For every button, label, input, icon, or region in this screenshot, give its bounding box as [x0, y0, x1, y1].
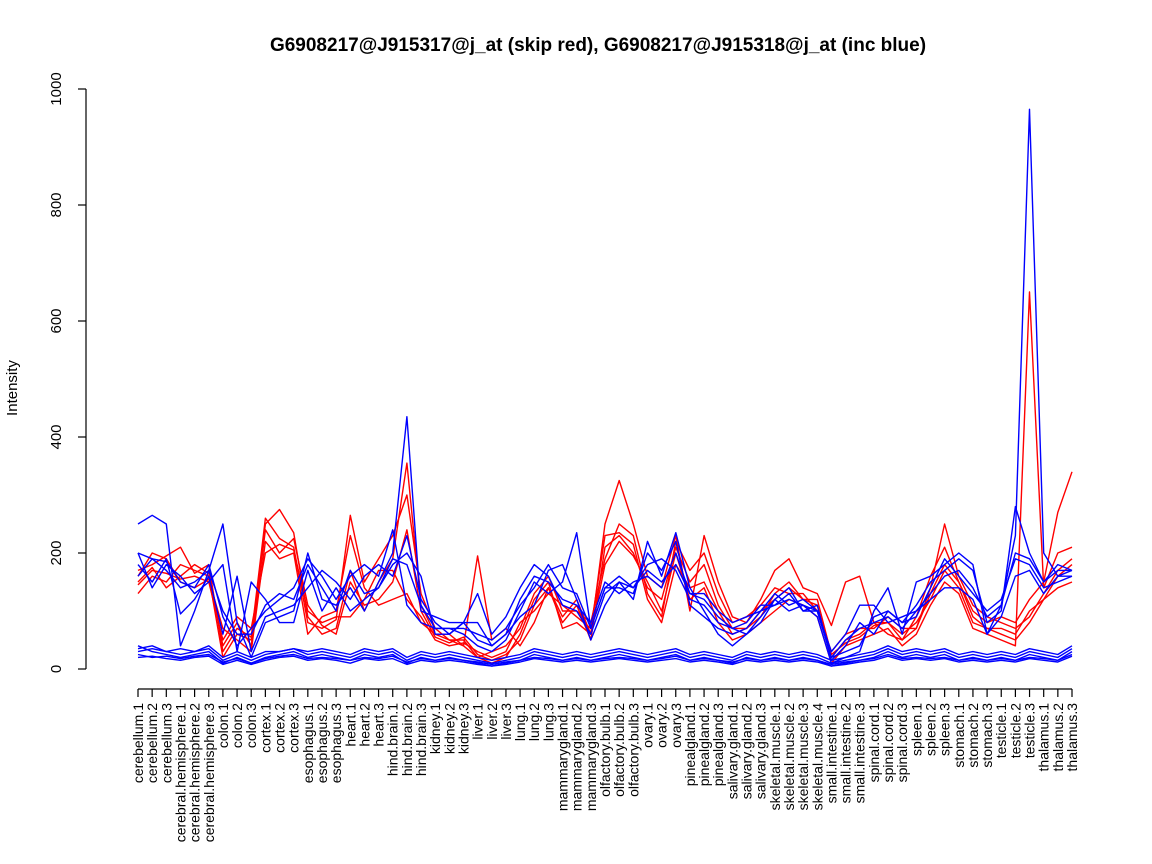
x-tick-label: heart.1: [342, 703, 358, 747]
x-tick-label: ovary.3: [668, 703, 684, 748]
x-tick-label: hind.brain.3: [413, 703, 429, 776]
x-tick-label: liver.2: [484, 703, 500, 740]
x-tick-label: ovary.1: [639, 703, 655, 748]
y-tick-label: 800: [48, 192, 65, 217]
y-tick-label: 200: [48, 540, 65, 565]
x-tick-label: mammarygland.2: [569, 703, 585, 811]
x-tick-label: thalamus.1: [1036, 703, 1052, 772]
y-tick-label: 1000: [48, 72, 65, 105]
skip-red-series-line: [137, 529, 1073, 661]
x-tick-label: testicle.3: [1022, 703, 1038, 758]
x-tick-label: stomach.1: [951, 703, 967, 768]
x-tick-label: testicle.2: [1007, 703, 1023, 758]
x-tick-label: cerebellum.2: [144, 703, 160, 783]
x-tick-label: spinal.cord.2: [880, 703, 896, 783]
x-tick-label: ovary.2: [654, 703, 670, 748]
x-tick-label: testicle.1: [993, 703, 1009, 758]
x-tick-label: colon.3: [243, 703, 259, 748]
x-tick-label: esophagus.1: [300, 703, 316, 783]
x-tick-label: salivary.gland.1: [724, 703, 740, 799]
x-tick-label: salivary.gland.2: [739, 703, 755, 799]
x-tick-label: kidney.2: [441, 703, 457, 754]
inc-blue-series-line: [137, 645, 1073, 661]
y-tick-label: 400: [48, 424, 65, 449]
x-tick-label: salivary.gland.3: [753, 703, 769, 799]
x-tick-label: small.intestine.2: [838, 703, 854, 804]
x-tick-label: spinal.cord.3: [894, 703, 910, 783]
series-layer: [137, 108, 1073, 667]
x-tick-label: heart.3: [371, 703, 387, 747]
x-tick-label: spleen.1: [908, 703, 924, 756]
x-tick-label: lung.2: [526, 703, 542, 741]
inc-blue-series-line: [137, 108, 1073, 664]
skip-red-series-line: [137, 291, 1073, 664]
x-tick-label: spleen.2: [922, 703, 938, 756]
x-tick-label: cerebral.hemisphere.2: [187, 703, 203, 843]
inc-blue-series-line: [137, 552, 1072, 659]
x-tick-label: esophagus.2: [314, 703, 330, 783]
x-tick-label: lung.3: [540, 703, 556, 741]
chart-title: G6908217@J915317@j_at (skip red), G69082…: [270, 35, 926, 56]
x-tick-label: colon.2: [229, 703, 245, 748]
x-tick-label: esophagus.3: [328, 703, 344, 783]
y-tick-label: 600: [48, 308, 65, 333]
inc-blue-series-line: [137, 534, 1073, 661]
x-tick-label: mammarygland.3: [583, 703, 599, 811]
x-tick-label: olfactory.bulb.3: [625, 703, 641, 797]
y-axis: 0 200 400 600 800 1000: [48, 72, 87, 673]
x-tick-label: liver.3: [498, 703, 514, 740]
x-tick-label: skeletal.muscle.4: [809, 703, 825, 811]
x-tick-label: thalamus.3: [1064, 703, 1080, 772]
skip-red-series-line: [137, 494, 1073, 659]
inc-blue-series-line: [137, 653, 1073, 666]
x-tick-label: skeletal.muscle.2: [781, 703, 797, 811]
x-tick-label: olfactory.bulb.2: [611, 703, 627, 797]
x-tick-label: small.intestine.3: [852, 703, 868, 804]
x-tick-label: cerebral.hemisphere.3: [201, 703, 217, 843]
x-tick-label: cortex.1: [257, 703, 273, 753]
x-tick-label: hind.brain.1: [385, 703, 401, 776]
x-tick-label: cortex.3: [286, 703, 302, 753]
x-tick-label: lung.1: [512, 703, 528, 741]
x-tick-label: skeletal.muscle.3: [795, 703, 811, 811]
x-tick-label: kidney.1: [427, 703, 443, 754]
x-tick-label: mammarygland.1: [555, 703, 571, 811]
x-tick-label: thalamus.2: [1050, 703, 1066, 772]
x-tick-label: liver.1: [470, 703, 486, 740]
y-axis-label: Intensity: [4, 360, 21, 416]
x-tick-label: heart.2: [356, 703, 372, 747]
x-tick-label: pinealgland.2: [696, 703, 712, 787]
x-tick-label: olfactory.bulb.1: [597, 703, 613, 797]
x-tick-label: stomach.3: [979, 703, 995, 768]
x-tick-label: kidney.3: [455, 703, 471, 754]
x-tick-label: cerebellum.1: [130, 703, 146, 783]
x-tick-label: spleen.3: [937, 703, 953, 756]
inc-blue-series-line: [137, 645, 1073, 667]
x-tick-label: small.intestine.1: [823, 703, 839, 804]
x-tick-label: skeletal.muscle.1: [767, 703, 783, 811]
x-tick-label: cerebral.hemisphere.1: [172, 703, 188, 843]
x-axis: cerebellum.1cerebellum.2cerebellum.3cere…: [130, 688, 1080, 843]
inc-blue-series-line: [137, 655, 1073, 667]
x-tick-label: pinealgland.3: [710, 703, 726, 787]
x-tick-label: pinealgland.1: [682, 703, 698, 787]
x-tick-label: colon.1: [215, 703, 231, 748]
y-tick-label: 0: [48, 665, 65, 673]
x-tick-label: cerebellum.3: [158, 703, 174, 783]
x-tick-label: stomach.2: [965, 703, 981, 768]
x-tick-label: hind.brain.2: [399, 703, 415, 776]
x-tick-label: cortex.2: [272, 703, 288, 753]
x-tick-label: spinal.cord.1: [866, 703, 882, 783]
